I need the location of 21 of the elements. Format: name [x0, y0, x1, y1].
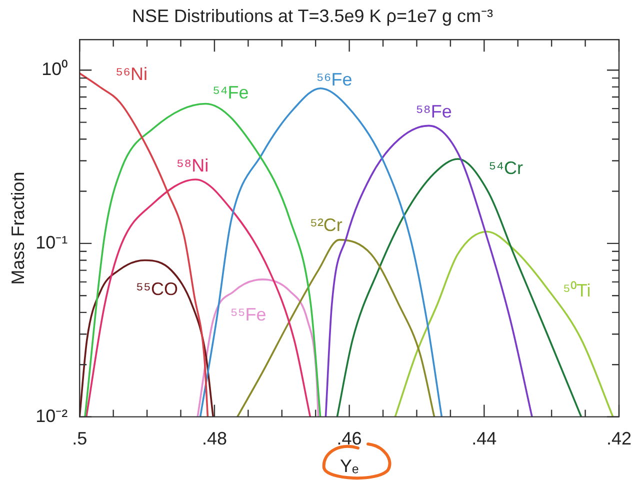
series-label: ⁵⁸Fe — [416, 102, 452, 122]
series-label: ⁵⁵CO — [136, 279, 178, 300]
series-label: ⁵⁶Fe — [316, 69, 352, 90]
series-label: ⁵⁸Ni — [176, 155, 209, 176]
series-label: ⁵⁶Ni — [116, 64, 148, 84]
chart-title: NSE Distributions at T=3.5e9 K ρ=1e7 g cm⁻³ — [132, 6, 494, 26]
series-label: ⁵⁴Cr — [488, 158, 523, 178]
series-label: ⁵⁵Fe — [230, 304, 266, 324]
x-tick-label: .42 — [606, 428, 632, 449]
x-tick-label: .44 — [472, 428, 497, 449]
x-axis-title: Yₑ — [340, 456, 359, 476]
series-label: ⁵²Cr — [310, 214, 342, 235]
x-tick-label: .46 — [336, 428, 362, 449]
x-tick-label: .5 — [72, 428, 88, 449]
y-tick-label: 10⁻¹ — [36, 232, 68, 252]
y-tick-label: 10⁻² — [36, 406, 68, 426]
series-label: ⁵⁰Ti — [562, 280, 591, 301]
y-axis-title: Mass Fraction — [8, 172, 28, 285]
y-tick-label: 10⁰ — [42, 59, 68, 80]
x-tick-label: .48 — [202, 428, 227, 449]
series-label: ⁵⁴Fe — [212, 82, 249, 103]
